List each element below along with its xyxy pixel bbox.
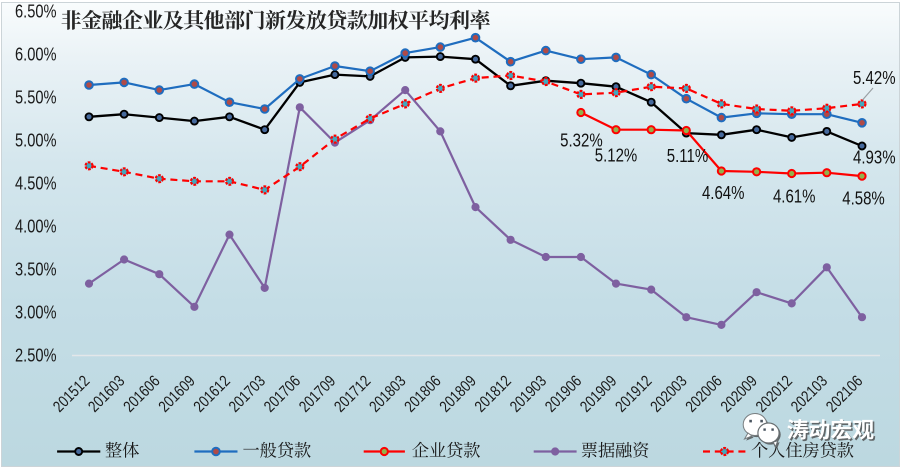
svg-text:3.50%: 3.50% bbox=[15, 259, 57, 280]
svg-text:4.58%: 4.58% bbox=[842, 188, 885, 209]
svg-text:5.50%: 5.50% bbox=[15, 87, 57, 108]
svg-text:2.50%: 2.50% bbox=[15, 345, 57, 366]
svg-text:4.50%: 4.50% bbox=[15, 173, 57, 194]
svg-text:4.00%: 4.00% bbox=[15, 216, 57, 237]
svg-text:5.11%: 5.11% bbox=[667, 145, 709, 166]
svg-text:5.42%: 5.42% bbox=[853, 67, 896, 88]
svg-text:5.32%: 5.32% bbox=[560, 130, 603, 151]
svg-text:4.93%: 4.93% bbox=[853, 147, 896, 168]
svg-text:3.00%: 3.00% bbox=[15, 302, 57, 323]
svg-text:5.12%: 5.12% bbox=[595, 145, 638, 166]
svg-text:6.00%: 6.00% bbox=[15, 44, 57, 65]
svg-text:4.64%: 4.64% bbox=[702, 183, 745, 204]
svg-text:6.50%: 6.50% bbox=[15, 1, 57, 22]
svg-text:5.00%: 5.00% bbox=[15, 130, 57, 151]
svg-text:4.61%: 4.61% bbox=[773, 186, 816, 207]
